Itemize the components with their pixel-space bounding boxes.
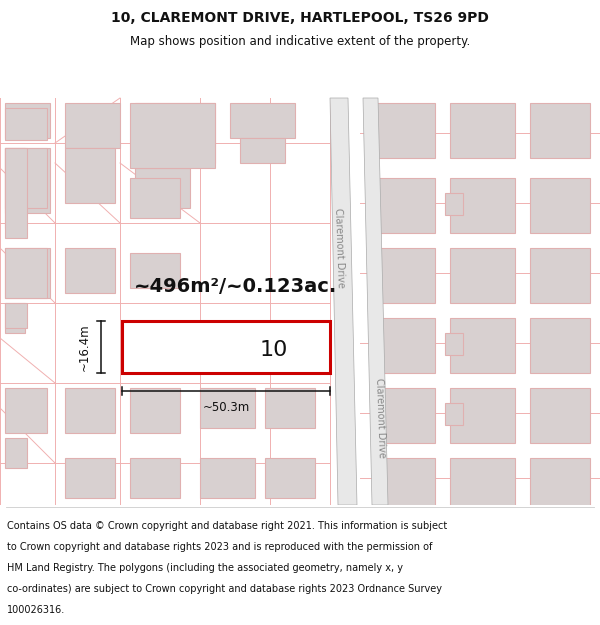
Bar bbox=[65, 458, 115, 498]
Bar bbox=[445, 333, 463, 355]
Bar bbox=[5, 148, 25, 228]
Bar bbox=[135, 103, 215, 163]
Bar bbox=[375, 248, 435, 303]
Bar bbox=[5, 148, 27, 238]
Text: Map shows position and indicative extent of the property.: Map shows position and indicative extent… bbox=[130, 34, 470, 48]
Bar bbox=[265, 458, 315, 498]
Text: ~496m²/~0.123ac.: ~496m²/~0.123ac. bbox=[133, 276, 337, 296]
Bar bbox=[122, 321, 330, 373]
Text: 10, CLAREMONT DRIVE, HARTLEPOOL, TS26 9PD: 10, CLAREMONT DRIVE, HARTLEPOOL, TS26 9P… bbox=[111, 11, 489, 24]
Bar bbox=[375, 318, 435, 373]
Bar bbox=[450, 248, 515, 303]
Bar bbox=[130, 103, 215, 168]
Text: Claremont Drive: Claremont Drive bbox=[374, 378, 386, 458]
Text: 100026316.: 100026316. bbox=[7, 604, 65, 614]
Bar bbox=[65, 388, 115, 433]
Bar bbox=[375, 458, 435, 513]
Bar bbox=[65, 248, 115, 293]
Bar bbox=[375, 103, 435, 158]
Bar bbox=[530, 458, 590, 513]
Bar bbox=[130, 178, 180, 218]
Bar bbox=[450, 178, 515, 233]
Bar bbox=[130, 253, 180, 288]
Bar bbox=[530, 248, 590, 303]
Bar bbox=[450, 318, 515, 373]
Bar bbox=[5, 438, 27, 468]
Bar bbox=[5, 303, 27, 328]
Bar bbox=[230, 103, 295, 138]
Bar bbox=[5, 103, 50, 138]
Bar bbox=[375, 178, 435, 233]
Bar bbox=[445, 403, 463, 425]
Bar bbox=[65, 148, 115, 203]
Bar bbox=[265, 388, 315, 428]
Text: ~16.4m: ~16.4m bbox=[78, 323, 91, 371]
Bar bbox=[530, 388, 590, 443]
Bar bbox=[530, 103, 590, 158]
Bar bbox=[65, 103, 120, 148]
Bar bbox=[130, 388, 180, 433]
Text: to Crown copyright and database rights 2023 and is reproduced with the permissio: to Crown copyright and database rights 2… bbox=[7, 542, 433, 552]
Bar bbox=[5, 248, 50, 298]
Bar bbox=[130, 458, 180, 498]
Bar bbox=[5, 248, 47, 298]
Polygon shape bbox=[330, 98, 357, 505]
Text: ~50.3m: ~50.3m bbox=[202, 401, 250, 414]
Bar bbox=[5, 388, 47, 433]
Bar bbox=[135, 168, 190, 208]
Bar bbox=[450, 458, 515, 513]
Polygon shape bbox=[363, 98, 388, 505]
Text: Contains OS data © Crown copyright and database right 2021. This information is : Contains OS data © Crown copyright and d… bbox=[7, 521, 448, 531]
Bar bbox=[375, 388, 435, 443]
Bar bbox=[5, 108, 47, 140]
Bar bbox=[5, 148, 47, 208]
Bar bbox=[5, 148, 50, 213]
Text: Claremont Drive: Claremont Drive bbox=[332, 208, 346, 288]
Bar bbox=[5, 303, 25, 333]
Text: HM Land Registry. The polygons (including the associated geometry, namely x, y: HM Land Registry. The polygons (includin… bbox=[7, 562, 403, 572]
Bar bbox=[445, 193, 463, 215]
Bar bbox=[530, 318, 590, 373]
Bar bbox=[530, 178, 590, 233]
Text: co-ordinates) are subject to Crown copyright and database rights 2023 Ordnance S: co-ordinates) are subject to Crown copyr… bbox=[7, 584, 442, 594]
Bar bbox=[450, 388, 515, 443]
Bar bbox=[200, 388, 255, 428]
Bar bbox=[240, 138, 285, 163]
Bar bbox=[200, 458, 255, 498]
Bar bbox=[450, 103, 515, 158]
Text: 10: 10 bbox=[260, 339, 288, 359]
